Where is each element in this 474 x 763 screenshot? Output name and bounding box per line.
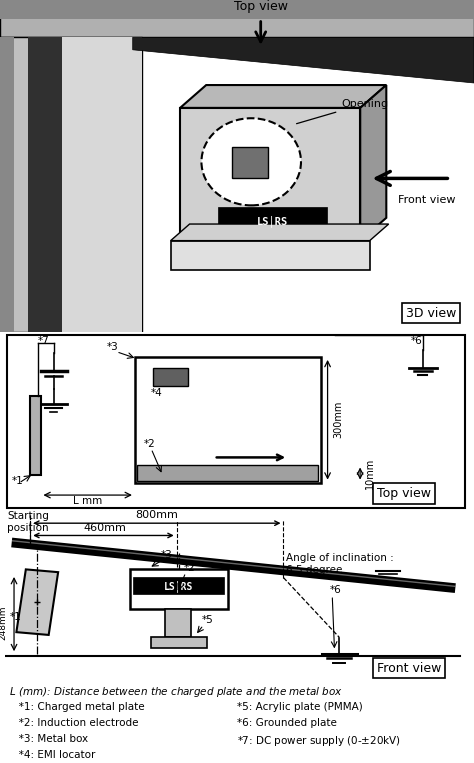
Text: Top view: Top view xyxy=(377,487,431,500)
FancyBboxPatch shape xyxy=(0,0,474,37)
Text: *3: Metal box: *3: Metal box xyxy=(9,734,89,744)
Text: 248mm: 248mm xyxy=(0,606,7,640)
Text: Starting
position: Starting position xyxy=(7,511,49,533)
Polygon shape xyxy=(180,85,386,108)
Text: *7: DC power supply (0-$\pm$20kV): *7: DC power supply (0-$\pm$20kV) xyxy=(237,734,401,749)
FancyBboxPatch shape xyxy=(7,336,465,507)
Polygon shape xyxy=(171,224,389,240)
Text: *2: *2 xyxy=(144,439,156,449)
Text: Front view: Front view xyxy=(377,662,441,674)
Text: LS│RS: LS│RS xyxy=(164,580,193,591)
Text: *1: Charged metal plate: *1: Charged metal plate xyxy=(9,702,145,712)
Text: *6: Grounded plate: *6: Grounded plate xyxy=(237,718,337,728)
FancyBboxPatch shape xyxy=(218,208,327,234)
Polygon shape xyxy=(17,569,58,635)
Text: Opening: Opening xyxy=(297,98,388,124)
Text: Angle of inclination :
6.5 degree: Angle of inclination : 6.5 degree xyxy=(286,553,393,575)
Polygon shape xyxy=(62,37,142,332)
FancyBboxPatch shape xyxy=(165,609,191,637)
FancyBboxPatch shape xyxy=(137,465,319,481)
Text: *2: *2 xyxy=(183,562,195,572)
Polygon shape xyxy=(0,37,14,332)
Text: 10mm: 10mm xyxy=(365,458,375,489)
Text: *3: *3 xyxy=(107,342,118,352)
Polygon shape xyxy=(360,85,386,240)
Text: *5: *5 xyxy=(202,615,214,625)
Polygon shape xyxy=(28,37,62,332)
Text: *1: *1 xyxy=(12,476,23,486)
Text: *6: *6 xyxy=(330,585,342,595)
FancyBboxPatch shape xyxy=(133,577,225,594)
Circle shape xyxy=(201,118,301,205)
Text: $L$ (mm): Distance between the charged plate and the metal box: $L$ (mm): Distance between the charged p… xyxy=(9,684,344,699)
FancyBboxPatch shape xyxy=(130,569,228,609)
Text: L mm: L mm xyxy=(73,496,102,506)
FancyBboxPatch shape xyxy=(171,240,370,269)
FancyBboxPatch shape xyxy=(232,147,268,179)
Text: *4: EMI locator: *4: EMI locator xyxy=(9,750,96,760)
Text: Front view: Front view xyxy=(398,195,455,205)
FancyBboxPatch shape xyxy=(180,108,360,240)
Polygon shape xyxy=(0,37,142,332)
Text: *5: Acrylic plate (PMMA): *5: Acrylic plate (PMMA) xyxy=(237,702,363,712)
Text: Top view: Top view xyxy=(234,0,288,13)
FancyBboxPatch shape xyxy=(0,0,474,18)
FancyBboxPatch shape xyxy=(154,368,188,386)
Text: 3D view: 3D view xyxy=(406,307,456,320)
Text: *2: Induction electrode: *2: Induction electrode xyxy=(9,718,139,728)
Text: 800mm: 800mm xyxy=(136,510,179,520)
Text: *6: *6 xyxy=(411,336,423,346)
Text: 460mm: 460mm xyxy=(83,523,126,533)
Text: *3: *3 xyxy=(160,550,172,560)
Text: *1: *1 xyxy=(9,612,21,622)
Text: *4: *4 xyxy=(151,388,163,398)
Text: 300mm: 300mm xyxy=(333,401,343,439)
Polygon shape xyxy=(133,37,474,83)
FancyBboxPatch shape xyxy=(30,397,40,475)
Text: *7: *7 xyxy=(37,336,49,346)
FancyBboxPatch shape xyxy=(135,357,320,482)
Text: LS│RS: LS│RS xyxy=(257,214,288,227)
FancyBboxPatch shape xyxy=(151,637,207,648)
